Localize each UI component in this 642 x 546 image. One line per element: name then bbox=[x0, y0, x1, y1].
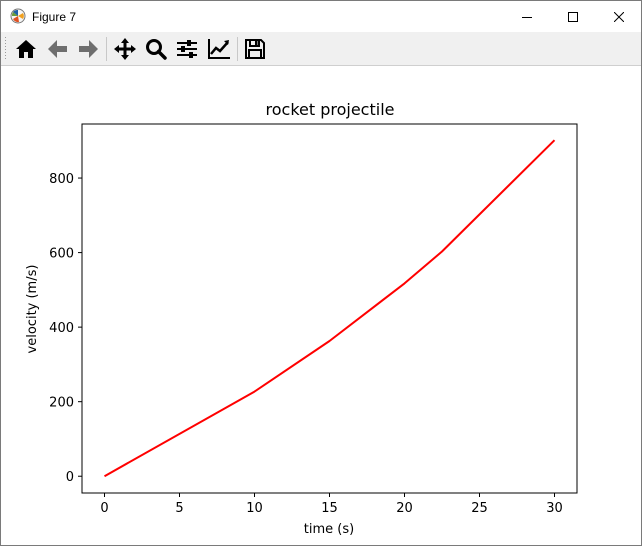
close-button[interactable] bbox=[596, 1, 641, 32]
arrow-right-icon bbox=[79, 40, 98, 58]
configure-subplots-button[interactable] bbox=[173, 35, 201, 63]
floppy-disk-icon bbox=[245, 39, 265, 59]
navigation-toolbar bbox=[1, 32, 641, 66]
window-title: Figure 7 bbox=[32, 10, 77, 24]
edit-axes-button[interactable] bbox=[205, 35, 233, 63]
chart-title: rocket projectile bbox=[266, 100, 395, 119]
toolbar-grip-icon bbox=[5, 37, 6, 59]
x-tick-label: 30 bbox=[546, 501, 563, 516]
y-axis-label: velocity (m/s) bbox=[25, 265, 40, 354]
minimize-button[interactable] bbox=[504, 1, 550, 32]
line-chart-icon bbox=[208, 39, 230, 59]
home-icon bbox=[16, 40, 36, 58]
move-icon bbox=[114, 38, 136, 60]
x-tick-label: 20 bbox=[396, 501, 413, 516]
x-tick-label: 25 bbox=[471, 501, 488, 516]
y-tick-label: 800 bbox=[49, 172, 74, 187]
pan-button[interactable] bbox=[111, 35, 139, 63]
y-tick-label: 0 bbox=[66, 470, 74, 485]
x-tick-label: 0 bbox=[100, 501, 108, 516]
forward-button[interactable] bbox=[74, 35, 102, 63]
y-tick-label: 200 bbox=[49, 396, 74, 411]
home-button[interactable] bbox=[12, 35, 40, 63]
close-icon bbox=[614, 11, 624, 22]
matplotlib-app-icon bbox=[10, 8, 26, 24]
chart: rocket projectile 0 5 10 15 20 25 30 0 200 400 600… bbox=[25, 100, 578, 537]
axes-frame bbox=[81, 123, 578, 494]
sliders-icon bbox=[177, 40, 197, 58]
back-button[interactable] bbox=[44, 35, 72, 63]
arrow-left-icon bbox=[48, 40, 67, 58]
maximize-icon bbox=[568, 11, 578, 22]
zoom-button[interactable] bbox=[142, 35, 170, 63]
magnifier-icon bbox=[146, 39, 167, 60]
x-tick-label: 15 bbox=[321, 501, 338, 516]
minimize-icon bbox=[522, 16, 532, 18]
figure-canvas[interactable]: rocket projectile 0 5 10 15 20 25 30 0 200 400 600… bbox=[1, 66, 641, 545]
y-tick-label: 400 bbox=[49, 321, 74, 336]
y-tick-label: 600 bbox=[49, 247, 74, 262]
series-line bbox=[104, 139, 556, 478]
x-tick-label: 10 bbox=[246, 501, 263, 516]
toolbar-separator bbox=[106, 37, 107, 61]
x-axis-label: time (s) bbox=[304, 522, 354, 537]
save-button[interactable] bbox=[241, 35, 269, 63]
maximize-button[interactable] bbox=[550, 1, 596, 32]
title-bar[interactable]: Figure 7 bbox=[1, 1, 641, 32]
x-tick-label: 5 bbox=[175, 501, 183, 516]
toolbar-separator bbox=[237, 37, 238, 61]
plot-content: 0 5 10 15 20 25 30 0 200 400 600 800 bbox=[49, 139, 563, 516]
